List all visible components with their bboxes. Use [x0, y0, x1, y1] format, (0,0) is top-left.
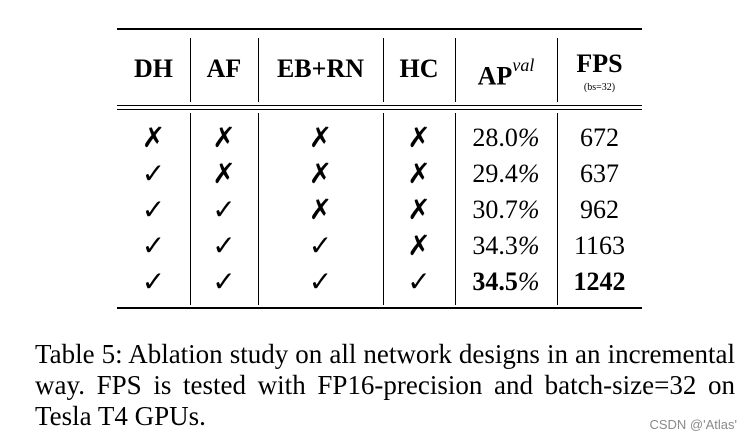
column-divider: [455, 38, 456, 102]
cell-eb-rn: ✗: [308, 157, 333, 190]
cell-eb-rn: ✗: [308, 193, 333, 226]
cell-hc: ✗: [407, 193, 431, 226]
cell-af: ✗: [212, 121, 236, 154]
cell-ap-value: 29.4: [472, 159, 518, 188]
cell-dh: ✗: [141, 121, 166, 154]
column-divider: [190, 38, 191, 102]
cell-hc: ✗: [407, 157, 431, 190]
cell-dh: ✓: [141, 193, 166, 226]
cell-ap-percent: %: [517, 123, 540, 152]
cell-hc: ✗: [407, 229, 431, 262]
header-hc: HC: [399, 54, 439, 83]
cell-af: ✓: [212, 265, 236, 298]
cell-ap: 30.7%: [455, 192, 557, 228]
cell-fps: 637: [580, 159, 619, 188]
cell-ap-value: 28.0: [472, 123, 518, 152]
cell-ap-percent: %: [517, 159, 540, 188]
column-divider: [383, 113, 384, 305]
column-divider: [258, 113, 259, 305]
cell-fps: 962: [580, 195, 619, 224]
header-ap-label: AP: [477, 61, 513, 91]
cell-ap: 34.5%: [455, 264, 557, 300]
column-divider: [557, 113, 558, 305]
cell-ap-percent: %: [517, 267, 540, 296]
table-caption: Table 5: Ablation study on all network d…: [35, 339, 735, 431]
cell-af: ✓: [212, 193, 236, 226]
cell-eb-rn: ✓: [308, 265, 333, 298]
header-rule-upper: [117, 105, 642, 106]
table-top-rule: [117, 28, 642, 30]
header-fps-subtitle: (bs=32): [583, 82, 616, 93]
header-ap-superscript: val: [512, 55, 535, 75]
cell-fps: 1242: [573, 267, 626, 296]
column-divider: [383, 38, 384, 102]
cell-hc: ✓: [407, 265, 431, 298]
cell-ap-value: 34.3: [472, 231, 518, 260]
watermark: CSDN @'Atlas': [649, 417, 737, 432]
cell-ap: 34.3%: [455, 228, 557, 264]
cell-ap: 29.4%: [455, 156, 557, 192]
column-divider: [190, 113, 191, 305]
header-dh: DH: [134, 54, 173, 83]
cell-ap-percent: %: [517, 231, 540, 260]
table-bottom-rule: [117, 307, 642, 309]
cell-fps: 1163: [573, 231, 626, 260]
cell-af: ✓: [212, 229, 236, 262]
cell-dh: ✓: [141, 229, 166, 262]
cell-ap-percent: %: [517, 195, 540, 224]
column-divider: [258, 38, 259, 102]
header-rule-lower: [117, 109, 642, 110]
header-eb-rn: EB+RN: [276, 54, 365, 83]
cell-fps: 672: [580, 123, 619, 152]
cell-af: ✗: [212, 157, 236, 190]
cell-hc: ✗: [407, 121, 431, 154]
cell-ap-value: 34.5: [472, 267, 518, 296]
cell-eb-rn: ✗: [308, 121, 333, 154]
cell-dh: ✓: [141, 157, 166, 190]
header-fps: FPS: [576, 49, 623, 78]
cell-dh: ✓: [141, 265, 166, 298]
cell-ap-value: 30.7: [472, 195, 518, 224]
column-divider: [455, 113, 456, 305]
cell-ap: 28.0%: [455, 120, 557, 156]
header-af: AF: [206, 54, 242, 83]
cell-eb-rn: ✓: [308, 229, 333, 262]
column-divider: [557, 38, 558, 102]
header-ap: APval: [455, 52, 557, 91]
